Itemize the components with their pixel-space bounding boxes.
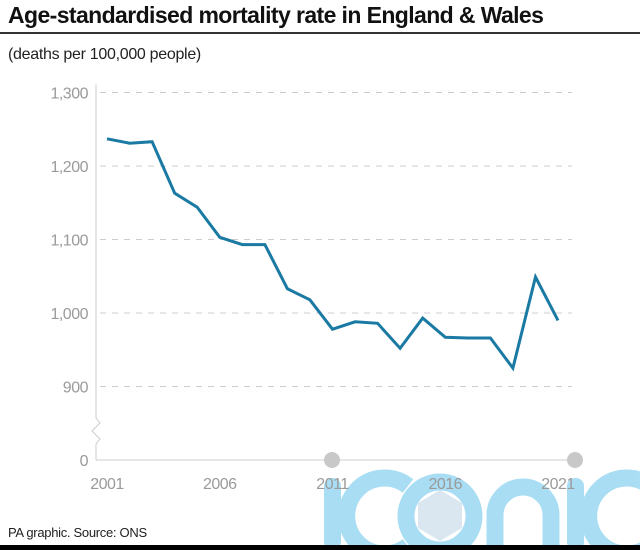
x-tick-label: 2021 (541, 476, 575, 493)
watermark-c1 (338, 469, 414, 550)
chart-title: Age-standardised mortality rate in Engla… (8, 2, 544, 28)
y-tick-label: 900 (63, 380, 89, 397)
y-axis-with-break (91, 84, 101, 460)
source-note: PA graphic. Source: ONS (8, 525, 147, 540)
x-tick-label: 2006 (203, 476, 237, 493)
gridlines (100, 92, 572, 387)
x-tick-label: 2016 (428, 476, 462, 493)
iconic-watermark (324, 469, 640, 550)
x-tick-labels: 2001 2006 2011 2016 2021 (90, 476, 576, 493)
y-tick-label: 1,300 (50, 86, 88, 103)
chart-subtitle: (deaths per 100,000 people) (8, 46, 201, 63)
y-tick-label: 0 (80, 453, 89, 470)
watermark-i2-dot (567, 452, 583, 468)
bottom-bar (0, 545, 640, 550)
watermark-c2 (580, 469, 640, 550)
watermark-hex-icon (418, 490, 462, 541)
series-line-mortality-rate (106, 137, 560, 372)
y-tick-label: 1,000 (50, 306, 88, 323)
y-tick-label: 1,200 (50, 159, 88, 176)
y-tick-label: 1,100 (50, 233, 88, 250)
x-tick-label: 2011 (316, 476, 349, 493)
watermark-i2-stem (567, 478, 584, 550)
watermark-i1-stem (324, 478, 341, 550)
series-group (106, 137, 560, 372)
watermark-n (486, 478, 560, 550)
x-tick-label: 2001 (90, 476, 124, 493)
axes (91, 84, 576, 461)
watermark-i1-dot (324, 452, 340, 468)
title-divider (0, 32, 640, 34)
y-tick-labels: 0 900 1,000 1,100 1,200 1,300 (50, 86, 89, 471)
watermark-o (397, 473, 483, 550)
